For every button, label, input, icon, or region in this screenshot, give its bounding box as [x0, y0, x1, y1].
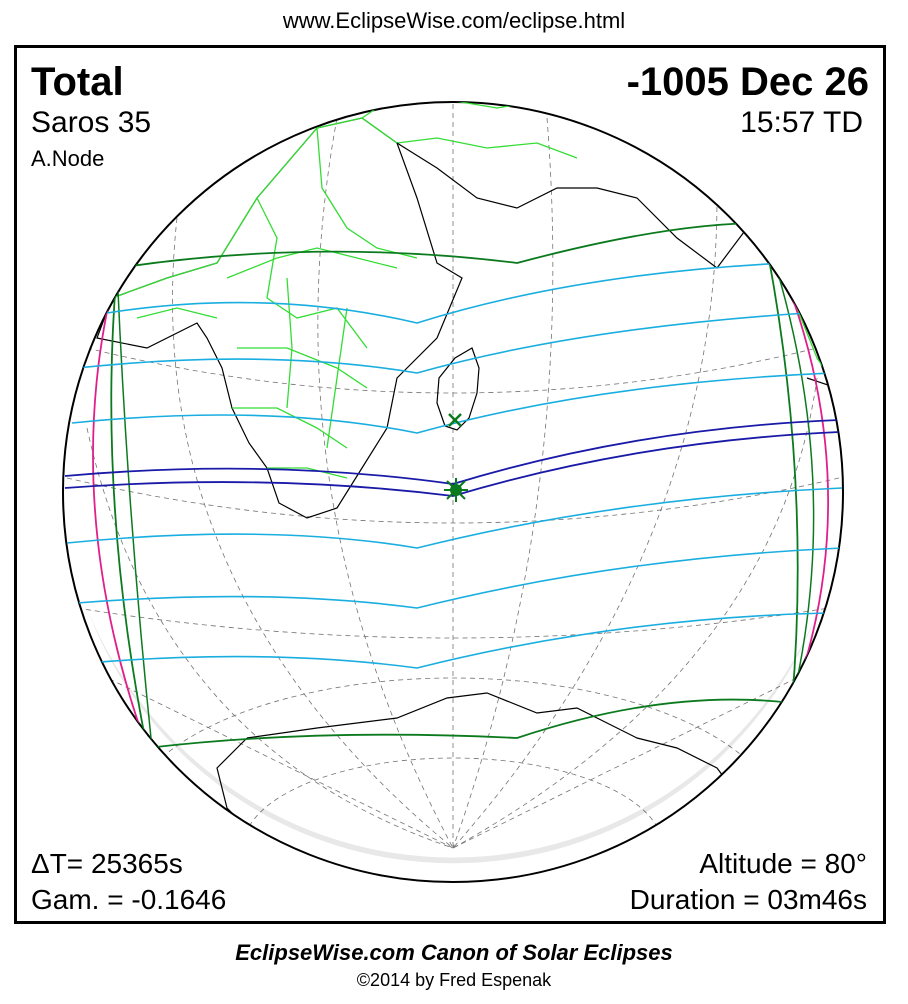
altitude-value: Altitude = 80°	[699, 848, 867, 879]
copyright-notice: ©2014 by Fred Espenak	[356, 970, 552, 990]
umbral-path	[64, 419, 840, 497]
gamma-value: Gam. = -0.1646	[31, 884, 227, 915]
africa-coastline	[96, 117, 463, 519]
penumbra-west-limit-inner	[116, 267, 153, 749]
source-url: www.EclipseWise.com/eclipse.html	[282, 8, 626, 33]
rise-curve	[92, 267, 148, 749]
node-label: A.Node	[31, 146, 105, 171]
australia-coastline	[806, 377, 843, 489]
greatest-eclipse-star-marker	[444, 478, 468, 502]
globe-map	[62, 101, 844, 883]
penumbra-west-limit	[110, 267, 148, 749]
eclipse-date: -1005 Dec 26	[626, 60, 869, 104]
penumbra-southern-limit	[146, 698, 793, 749]
canon-title: EclipseWise.com Canon of Solar Eclipses	[235, 940, 673, 965]
madagascar-coastline	[436, 347, 480, 431]
greatest-duration-x-marker	[448, 413, 462, 427]
eclipse-time: 15:57 TD	[740, 106, 863, 139]
penumbra-northern-limit	[116, 222, 763, 269]
saros-number: Saros 35	[31, 106, 152, 139]
penumbra-east-limit-inner	[761, 222, 815, 704]
eclipse-type: Total	[31, 60, 124, 104]
penumbral-magnitude-lines	[66, 262, 843, 669]
penumbra-east-limit	[761, 222, 799, 704]
eclipse-map-panel: Total -1005 Dec 26 Saros 35 15:57 TD A.N…	[14, 45, 886, 924]
duration-value: Duration = 03m46s	[629, 884, 867, 915]
delta-t-value: ΔT= 25365s	[31, 848, 183, 879]
